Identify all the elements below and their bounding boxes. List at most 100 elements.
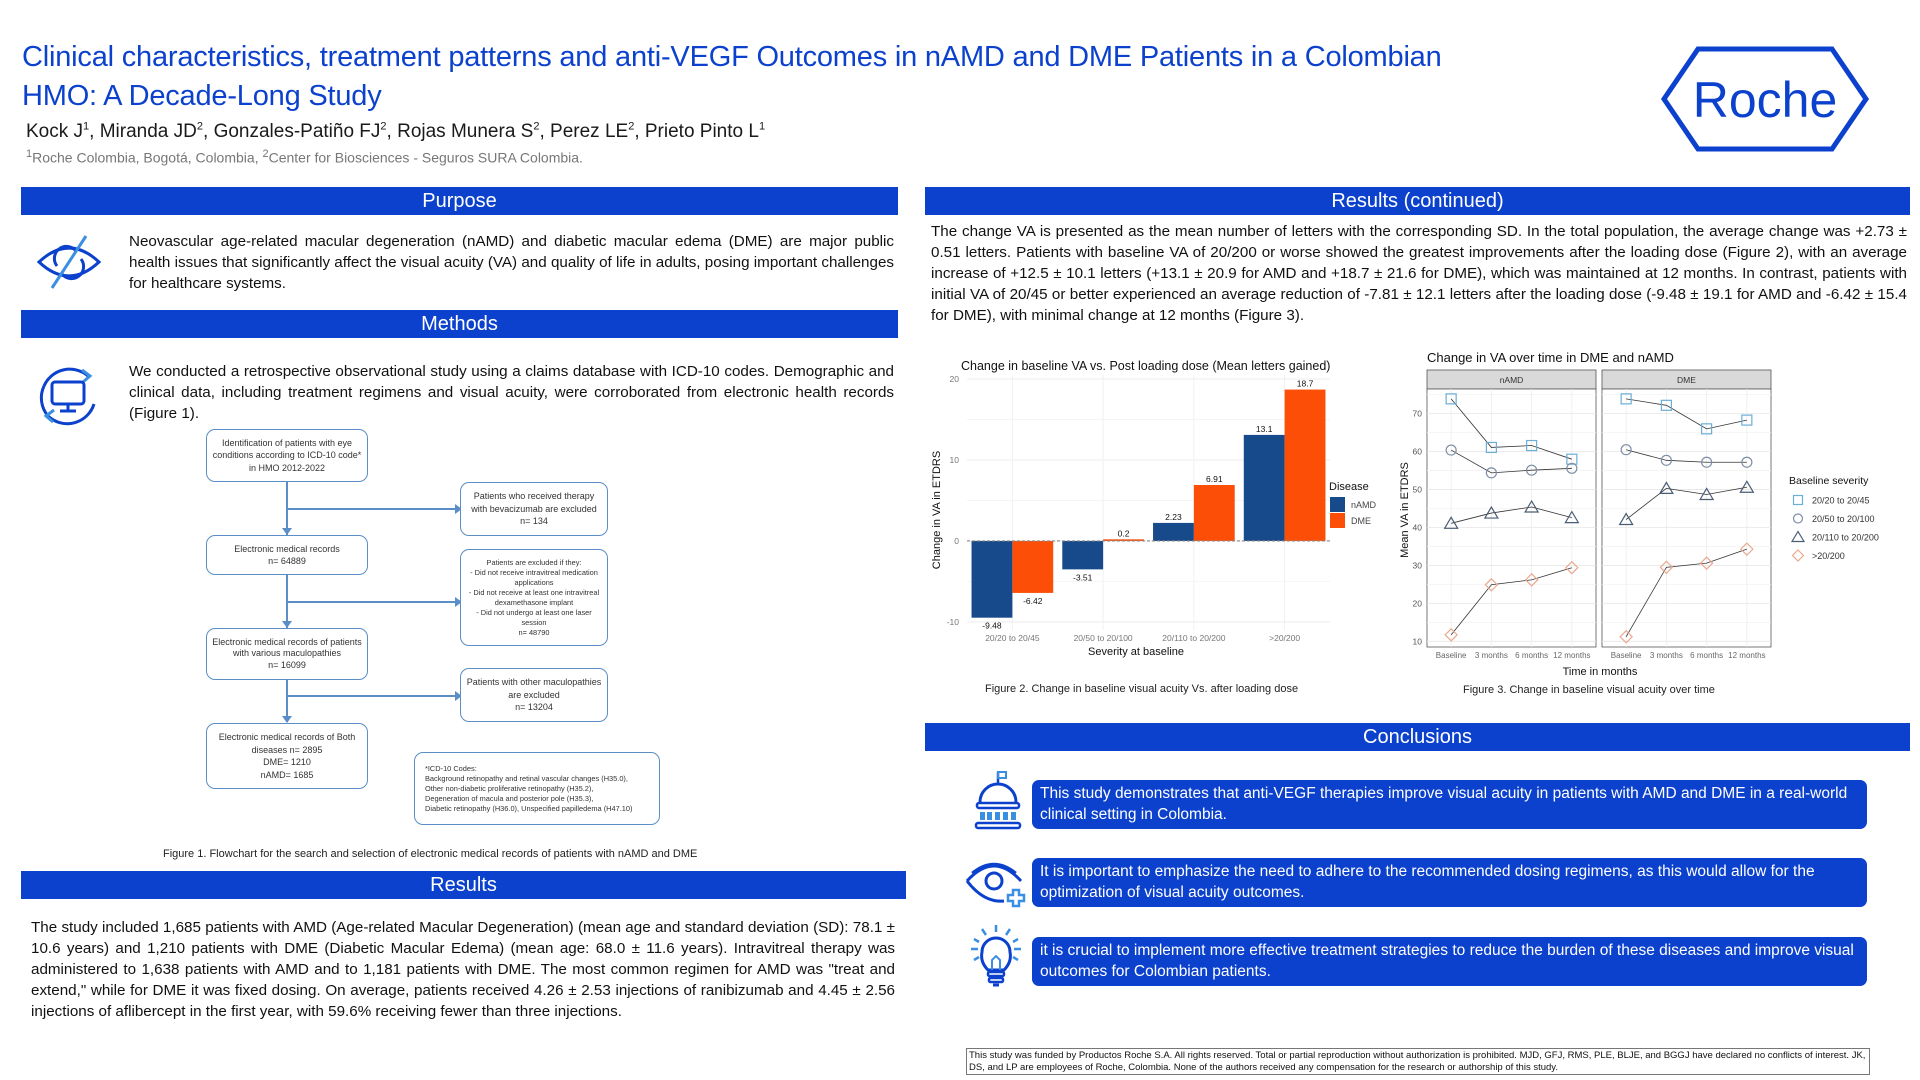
- legend-title: Disease: [1329, 481, 1369, 493]
- affiliations: 1Roche Colombia, Bogotá, Colombia, 2Cent…: [26, 148, 583, 166]
- x-tick-label: 20/110 to 20/200: [1162, 633, 1225, 643]
- marker-square: [1792, 494, 1804, 506]
- section-header-conclusions: Conclusions: [925, 723, 1910, 751]
- legend-label: >20/200: [1812, 551, 1845, 561]
- y-axis-label: Mean VA in ETDRS: [1400, 462, 1411, 558]
- y-tick-label: 50: [1413, 485, 1423, 495]
- author: Kock J1,: [26, 121, 100, 143]
- legend-item: >20/200: [1791, 549, 1845, 562]
- marker-diamond: [1699, 556, 1714, 570]
- roche-logo: Roche: [1660, 45, 1870, 153]
- marker-triangle: [1739, 480, 1755, 493]
- bar-namd: [1243, 434, 1285, 541]
- marker-triangle: [1790, 530, 1806, 543]
- marker-triangle: [1443, 516, 1459, 529]
- author: Miranda JD2,: [99, 121, 214, 143]
- marker-triangle: [1699, 487, 1715, 501]
- x-tick-label: 20/20 to 20/45: [985, 633, 1040, 643]
- marker-triangle: [1483, 505, 1499, 519]
- section-header-methods: Methods: [21, 310, 898, 338]
- facet-panel-dme: DME Baseline 3 months 6 months 12 months: [1601, 369, 1772, 660]
- poster-title: Clinical characteristics, treatment patt…: [22, 38, 1602, 116]
- conclusion-item: This study demonstrates that anti-VEGF t…: [1032, 780, 1867, 829]
- conclusion-item: it is crucial to implement more effectiv…: [1032, 937, 1867, 986]
- y-tick-label: 0: [954, 536, 959, 546]
- series-line: [1451, 506, 1572, 524]
- legend-label: 20/20 to 20/45: [1812, 496, 1870, 506]
- chart-title: Change in VA over time in DME and nAMD: [1427, 350, 1674, 365]
- legend-label-namd: nAMD: [1351, 500, 1377, 510]
- y-tick-label: 20: [1413, 598, 1423, 608]
- flowchart-step-both-diseases: Electronic medical records of Both disea…: [206, 723, 368, 789]
- data-label: 13.1: [1256, 424, 1273, 434]
- legend-item: 20/20 to 20/45: [1792, 494, 1870, 506]
- series-line: [1450, 398, 1572, 460]
- data-label: 2.23: [1165, 512, 1182, 522]
- flowchart-step-emr: Electronic medical records n= 64889: [206, 535, 368, 575]
- marker-circle: [1701, 456, 1713, 468]
- marker-circle: [1620, 444, 1632, 456]
- legend-item: 20/50 to 20/100: [1792, 513, 1875, 524]
- marker-diamond: [1444, 628, 1458, 642]
- panel-border: [1601, 388, 1772, 648]
- series-line: [1450, 567, 1572, 636]
- legend-label: 20/50 to 20/100: [1812, 514, 1875, 524]
- marker-square: [1701, 423, 1713, 435]
- results-text: The study included 1,685 patients with A…: [31, 919, 895, 1020]
- figure-1-caption: Figure 1. Flowchart for the search and s…: [163, 848, 698, 860]
- poster-title-line-1: Clinical characteristics, treatment patt…: [22, 41, 1442, 73]
- marker-diamond: [1484, 577, 1499, 592]
- marker-triangle: [1564, 510, 1580, 524]
- section-header-purpose: Purpose: [21, 187, 898, 215]
- eye-slash-icon: [36, 232, 102, 292]
- y-tick-label: 10: [1413, 636, 1423, 646]
- poster-title-line-2: HMO: A Decade-Long Study: [22, 80, 382, 112]
- marker-diamond: [1791, 549, 1805, 562]
- marker-diamond: [1565, 560, 1579, 575]
- legend-swatch-namd: [1330, 497, 1345, 512]
- purpose-text: Neovascular age-related macular degenera…: [129, 233, 894, 292]
- section-header-results: Results: [21, 871, 906, 899]
- x-tick-label: 6 months: [1690, 651, 1723, 660]
- eye-plus-icon: [964, 855, 1026, 917]
- marker-square: [1660, 399, 1672, 411]
- flowchart-exclusion-bevacizumab: Patients who received therapy with bevac…: [460, 482, 608, 536]
- y-tick-label: -10: [947, 617, 960, 627]
- marker-square: [1566, 453, 1578, 465]
- marker-circle: [1566, 462, 1578, 474]
- series-line: [1626, 449, 1747, 463]
- series-line: [1625, 548, 1747, 637]
- y-axis-label: Change in VA in ETDRS: [931, 451, 943, 569]
- figure-3-caption: Figure 3. Change in baseline visual acui…: [1463, 684, 1715, 696]
- results-continued-text: The change VA is presented as the mean n…: [931, 223, 1907, 324]
- flowchart-connector: [287, 601, 455, 603]
- marker-circle: [1660, 454, 1672, 466]
- author: Perez LE2,: [550, 121, 645, 143]
- panel-border: [1426, 388, 1597, 648]
- legend-label: 20/110 to 20/200: [1812, 533, 1879, 543]
- lightbulb-icon: [968, 924, 1024, 990]
- roche-logo-text: Roche: [1693, 72, 1838, 128]
- marker-circle: [1445, 444, 1457, 456]
- author: Gonzales-Patiño FJ2,: [213, 121, 398, 143]
- x-tick-label: 3 months: [1475, 651, 1508, 660]
- author: Rojas Munera S2,: [397, 121, 551, 143]
- conclusion-item: It is important to emphasize the need to…: [1032, 858, 1867, 907]
- x-axis-label: Severity at baseline: [1088, 646, 1184, 658]
- marker-circle: [1485, 467, 1497, 479]
- data-label: -3.51: [1073, 572, 1093, 582]
- y-tick-label: 20: [950, 374, 960, 384]
- x-tick-label: >20/200: [1269, 633, 1300, 643]
- marker-circle: [1526, 464, 1538, 476]
- series-line: [1450, 449, 1572, 474]
- marker-circle: [1792, 513, 1804, 524]
- legend-item: 20/110 to 20/200: [1790, 530, 1879, 543]
- bar-namd: [1062, 540, 1104, 570]
- marker-triangle: [1524, 499, 1540, 513]
- data-label: -6.42: [1023, 596, 1043, 606]
- x-tick-label: 12 months: [1728, 651, 1765, 660]
- bar-dme: [1193, 485, 1235, 541]
- marker-diamond: [1740, 542, 1754, 556]
- series-line: [1626, 398, 1747, 430]
- data-label: 0.2: [1118, 528, 1130, 538]
